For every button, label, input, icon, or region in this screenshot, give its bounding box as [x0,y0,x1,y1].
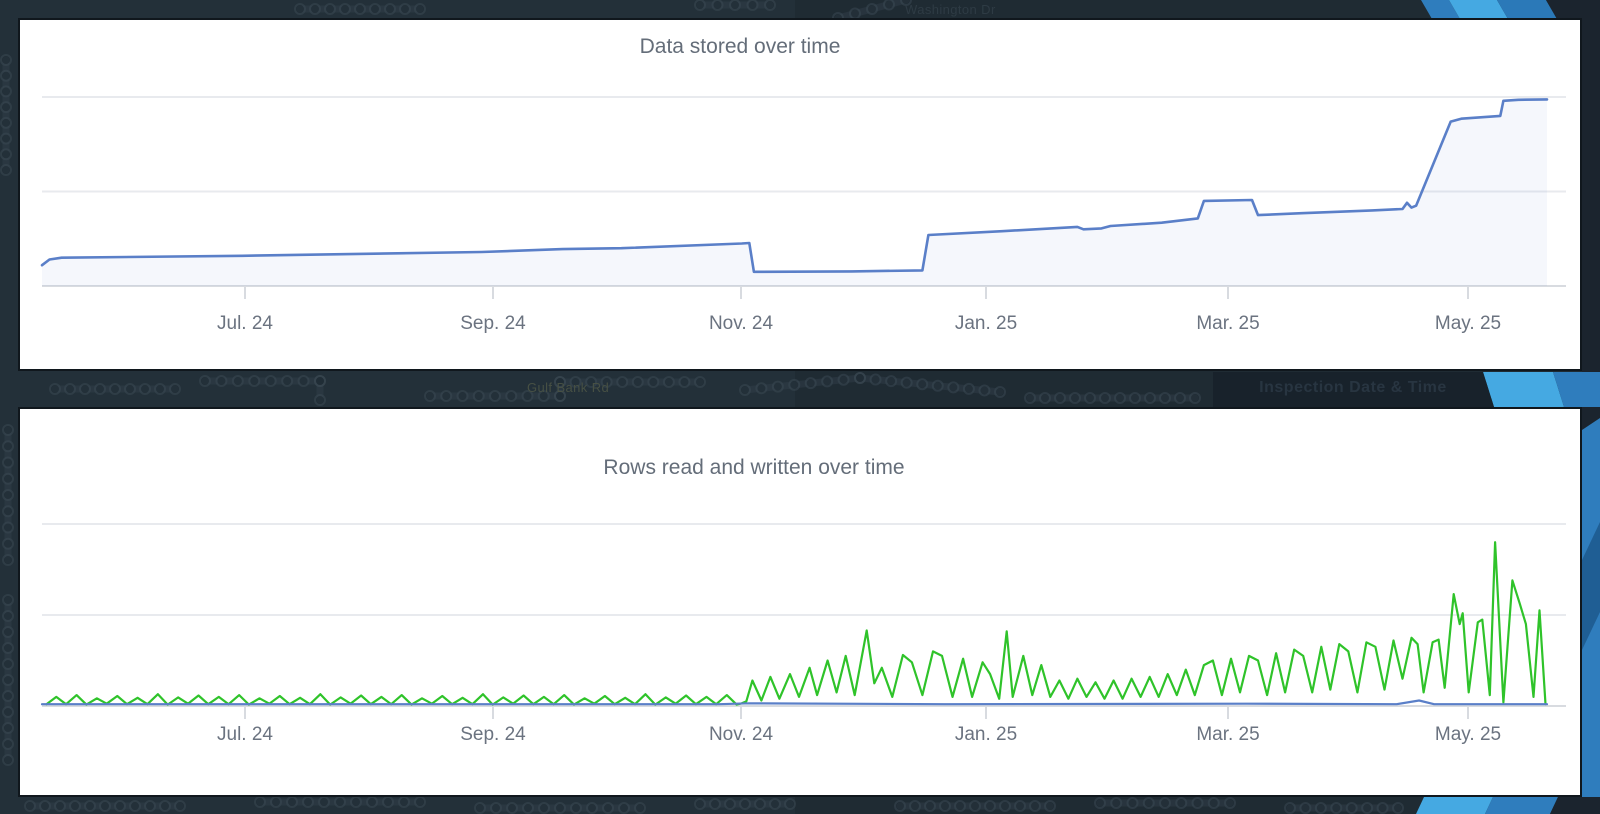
inspection-card-title: Inspection Date & Time [1259,379,1447,396]
chart-title-rows-read-written: Rows read and written over time [603,456,905,479]
inspection-card [1213,372,1494,407]
x-tick-label: Jan. 25 [954,724,1018,745]
x-tick-label: May. 25 [1434,724,1502,745]
series-line [45,541,1547,706]
x-tick-label: May. 25 [1434,313,1502,334]
chart-title-data-stored: Data stored over time [639,35,841,58]
chart-canvas-rows-read-written [40,523,1566,719]
x-tick-label: Jan. 25 [954,313,1018,334]
map-road-label-gulf-bank: Gulf Bank Rd [527,380,610,395]
x-tick-label: Mar. 25 [1196,313,1260,334]
chart-canvas-data-stored [40,96,1566,299]
series-line [40,699,1549,706]
x-tick-label: Nov. 24 [708,313,774,334]
x-tick-label: Nov. 24 [708,724,774,745]
x-tick-label: Mar. 25 [1196,724,1260,745]
diagonal-ribbon-decoration [1416,0,1600,814]
map-road-label-washington: Washington Dr [905,2,996,17]
x-tick-label: Jul. 24 [217,724,273,745]
chart-panel-rows-read-written: Rows read and written over time Jul. 24 S… [18,407,1582,797]
map-background [0,0,1404,814]
x-tick-label: Sep. 24 [460,313,526,334]
x-tick-label: Sep. 24 [460,724,526,745]
series-line [40,98,1549,274]
chart-panel-data-stored: Data stored over time Jul. 24 Sep. 24 Nov.… [18,18,1582,371]
x-tick-label: Jul. 24 [217,313,273,334]
